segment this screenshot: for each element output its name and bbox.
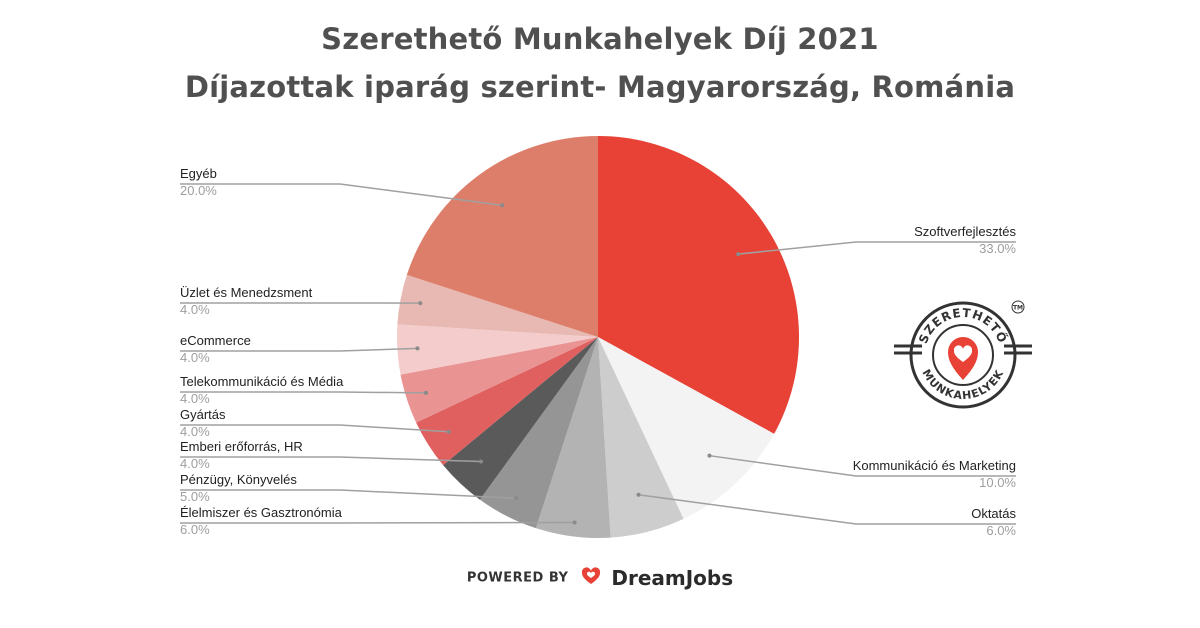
slice-label-emberi-eroforras-hr: Emberi erőforrás, HR — [180, 439, 303, 454]
leader-dot-egyeb — [500, 203, 505, 208]
leader-line-penzugy-konyveles — [180, 489, 516, 499]
szeretheto-munkahelyek-badge: SZERETHETŐ MUNKAHELYEK TM — [890, 298, 1035, 413]
heart-logo-icon — [581, 566, 601, 590]
dreamjobs-brand: DreamJobs — [611, 566, 734, 590]
leader-line-oktatas — [638, 493, 1016, 525]
leader-dot-ecommerce — [415, 346, 420, 351]
heart-map-pin-icon — [948, 337, 978, 380]
pie-slice-uzlet-es-menedzsment — [397, 274, 598, 337]
leader-line-gyartas — [180, 424, 449, 433]
slice-percent-kommunikacio-es-marketing: 10.0% — [979, 475, 1016, 490]
leader-dot-emberi-eroforras-hr — [479, 459, 484, 464]
slice-label-szoftverfejlesztes: Szoftverfejlesztés — [914, 224, 1016, 239]
slice-percent-telekommunikacio-es-media: 4.0% — [180, 391, 210, 406]
leader-dot-oktatas — [636, 492, 641, 497]
slice-label-telekommunikacio-es-media: Telekommunikáció és Média — [180, 374, 344, 389]
leader-dot-kommunikacio-es-marketing — [707, 453, 712, 458]
slice-label-kommunikacio-es-marketing: Kommunikáció és Marketing — [853, 458, 1016, 473]
pie-slice-elelmiszer-es-gasztronomia — [535, 337, 611, 538]
slice-percent-gyartas: 4.0% — [180, 424, 210, 439]
leader-dot-uzlet-es-menedzsment — [418, 301, 423, 306]
badge-tm: TM — [1013, 305, 1023, 312]
slice-label-egyeb: Egyéb — [180, 166, 217, 181]
slice-percent-uzlet-es-menedzsment: 4.0% — [180, 302, 210, 317]
pie-slice-oktatas — [598, 337, 684, 538]
slice-percent-penzugy-konyveles: 5.0% — [180, 489, 210, 504]
leader-dot-telekommunikacio-es-media — [423, 390, 428, 395]
slice-percent-emberi-eroforras-hr: 4.0% — [180, 456, 210, 471]
slice-label-uzlet-es-menedzsment: Üzlet és Menedzsment — [180, 285, 313, 300]
leader-dot-gyartas — [446, 429, 451, 434]
slice-percent-elelmiszer-es-gasztronomia: 6.0% — [180, 522, 210, 537]
slice-label-gyartas: Gyártás — [180, 407, 226, 422]
powered-by-footer: POWERED BY DreamJobs — [0, 566, 1200, 590]
slice-percent-ecommerce: 4.0% — [180, 350, 210, 365]
slice-percent-egyeb: 20.0% — [180, 183, 217, 198]
pie-slice-gyartas — [416, 337, 598, 466]
pie-labels: Szoftverfejlesztés 33.0% Kommunikáció és M… — [180, 166, 1016, 538]
pie-slice-emberi-eroforras-hr — [443, 337, 598, 500]
leader-line-telekommunikacio-es-media — [180, 391, 426, 394]
leader-line-szoftverfejlesztes — [738, 241, 1016, 255]
leader-line-elelmiszer-es-gasztronomia — [180, 521, 575, 524]
leader-dot-penzugy-konyveles — [513, 496, 518, 501]
leader-line-kommunikacio-es-marketing — [709, 454, 1016, 477]
badge-logo: SZERETHETŐ MUNKAHELYEK TM — [894, 300, 1032, 409]
slice-percent-szoftverfejlesztes: 33.0% — [979, 241, 1016, 256]
pie-slice-ecommerce — [397, 324, 598, 375]
powered-by-label: POWERED BY — [466, 570, 569, 586]
slice-label-oktatas: Oktatás — [971, 506, 1016, 521]
chart-subtitle: Díjazottak iparág szerint- Magyarország,… — [184, 70, 1016, 104]
pie-slice-penzugy-konyveles — [479, 337, 598, 529]
pie-slice-kommunikacio-es-marketing — [598, 337, 775, 519]
leader-dot-szoftverfejlesztes — [736, 252, 741, 257]
leader-line-egyeb — [180, 183, 503, 207]
chart-title: Szerethető Munkahelyek Díj 2021 — [321, 22, 879, 56]
leader-line-emberi-eroforras-hr — [180, 456, 482, 463]
slice-percent-oktatas: 6.0% — [986, 523, 1016, 538]
slice-label-elelmiszer-es-gasztronomia: Élelmiszer és Gasztronómia — [180, 505, 343, 520]
pie-slice-szoftverfejlesztes — [598, 136, 799, 434]
slice-label-penzugy-konyveles: Pénzügy, Könyvelés — [180, 472, 297, 487]
pie-slice-egyeb — [406, 136, 598, 337]
leader-dot-elelmiszer-es-gasztronomia — [572, 520, 577, 525]
pie-slice-telekommunikacio-es-media — [400, 337, 598, 423]
leader-line-ecommerce — [180, 347, 418, 352]
slice-label-ecommerce: eCommerce — [180, 333, 251, 348]
pie-slices — [397, 136, 799, 538]
